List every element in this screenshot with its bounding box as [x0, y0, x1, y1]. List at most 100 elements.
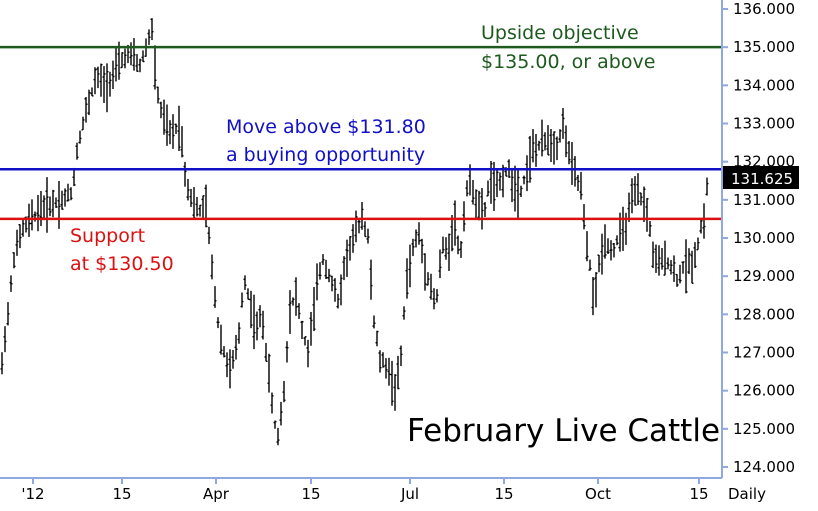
price-bar: [264, 342, 268, 363]
y-tick-label: 125.000: [733, 420, 795, 438]
price-bar: [639, 192, 643, 206]
y-tick-label: 127.000: [733, 344, 795, 362]
price-bar: [288, 290, 292, 334]
price-bar: [600, 233, 604, 275]
price-bar: [594, 272, 598, 308]
price-bar: [66, 183, 70, 202]
y-tick-label: 135.000: [733, 38, 795, 56]
price-bar: [456, 235, 460, 255]
price-bar: [138, 58, 142, 73]
price-bar: [585, 231, 589, 262]
price-bar: [537, 140, 541, 151]
price-bar: [513, 165, 517, 212]
price-bar: [51, 189, 55, 218]
price-bar: [255, 311, 259, 341]
price-bar: [132, 38, 136, 71]
price-bar: [198, 204, 202, 217]
price-bar: [369, 259, 373, 300]
upside-objective-label-line2: $135.00, or above: [481, 51, 655, 73]
price-bar: [120, 52, 124, 69]
price-bar: [252, 294, 256, 350]
x-tick-label: Jul: [400, 485, 419, 503]
price-bar: [588, 259, 592, 271]
price-bar: [21, 219, 25, 237]
price-bar: [606, 238, 610, 255]
price-bar: [402, 306, 406, 320]
price-bar: [432, 288, 436, 310]
price-bar: [42, 195, 46, 221]
price-bar: [9, 275, 13, 292]
price-bar: [123, 48, 127, 69]
x-tick-label: Apr: [203, 485, 230, 503]
price-bar: [333, 278, 337, 302]
price-bar: [531, 129, 535, 163]
price-bar: [627, 192, 631, 222]
price-bar: [228, 349, 232, 389]
price-bar: [597, 254, 601, 273]
price-bar: [147, 29, 151, 45]
price-bar: [408, 244, 412, 288]
level-annotations: Upside objective $135.00, or above Move …: [70, 22, 655, 275]
price-bar: [693, 242, 697, 269]
price-bar: [345, 239, 349, 277]
price-bar: [699, 219, 703, 234]
price-bar: [90, 87, 94, 97]
price-bar: [702, 203, 706, 239]
price-bar: [285, 341, 289, 363]
support-label-line1: Support: [70, 225, 145, 247]
price-bar: [510, 167, 514, 203]
y-tick-label: 124.000: [733, 458, 795, 476]
y-tick-label: 130.000: [733, 229, 795, 247]
price-bar: [471, 179, 475, 205]
price-bar: [342, 256, 346, 281]
price-bar: [213, 286, 217, 308]
price-bar: [315, 263, 319, 301]
price-bar: [591, 277, 595, 316]
price-bar: [678, 264, 682, 284]
price-bar: [339, 274, 343, 306]
price-bar: [405, 258, 409, 299]
price-bar: [189, 188, 193, 207]
price-bar: [159, 101, 163, 119]
y-tick-label: 134.000: [733, 76, 795, 94]
price-bar: [396, 355, 400, 390]
price-bar: [696, 237, 700, 251]
price-bar: [573, 156, 577, 187]
price-bar: [207, 226, 211, 245]
price-bar: [276, 427, 280, 446]
price-bar: [84, 97, 88, 123]
price-bar: [645, 198, 649, 232]
price-bar: [672, 255, 676, 282]
price-bar: [177, 105, 181, 152]
price-bar: [63, 188, 67, 207]
price-bar: [12, 252, 16, 269]
price-bar: [360, 202, 364, 230]
support-label-line2: at $130.50: [70, 253, 174, 275]
price-bar: [108, 71, 112, 97]
price-bar: [309, 311, 313, 346]
y-tick-label: 133.000: [733, 115, 795, 133]
price-bar: [243, 275, 247, 290]
price-bar: [27, 203, 31, 237]
price-bar: [327, 268, 331, 283]
price-bar: [186, 178, 190, 201]
upside-objective-label-line1: Upside objective: [481, 22, 639, 44]
price-bar: [279, 401, 283, 426]
price-bar: [336, 293, 340, 309]
price-bar: [36, 194, 40, 232]
price-bar: [459, 241, 463, 258]
price-bar: [480, 187, 484, 230]
price-bar: [633, 176, 637, 206]
price-bar: [390, 360, 394, 406]
price-bar: [150, 18, 154, 41]
price-bar: [45, 177, 49, 233]
price-bar: [381, 352, 385, 368]
price-bar: [261, 310, 265, 340]
price-bar: [105, 63, 109, 113]
price-bar: [297, 303, 301, 319]
price-bar: [18, 224, 22, 249]
price-bar: [72, 167, 76, 187]
price-bar: [483, 202, 487, 218]
price-bar: [303, 336, 307, 346]
price-bar: [582, 204, 586, 230]
